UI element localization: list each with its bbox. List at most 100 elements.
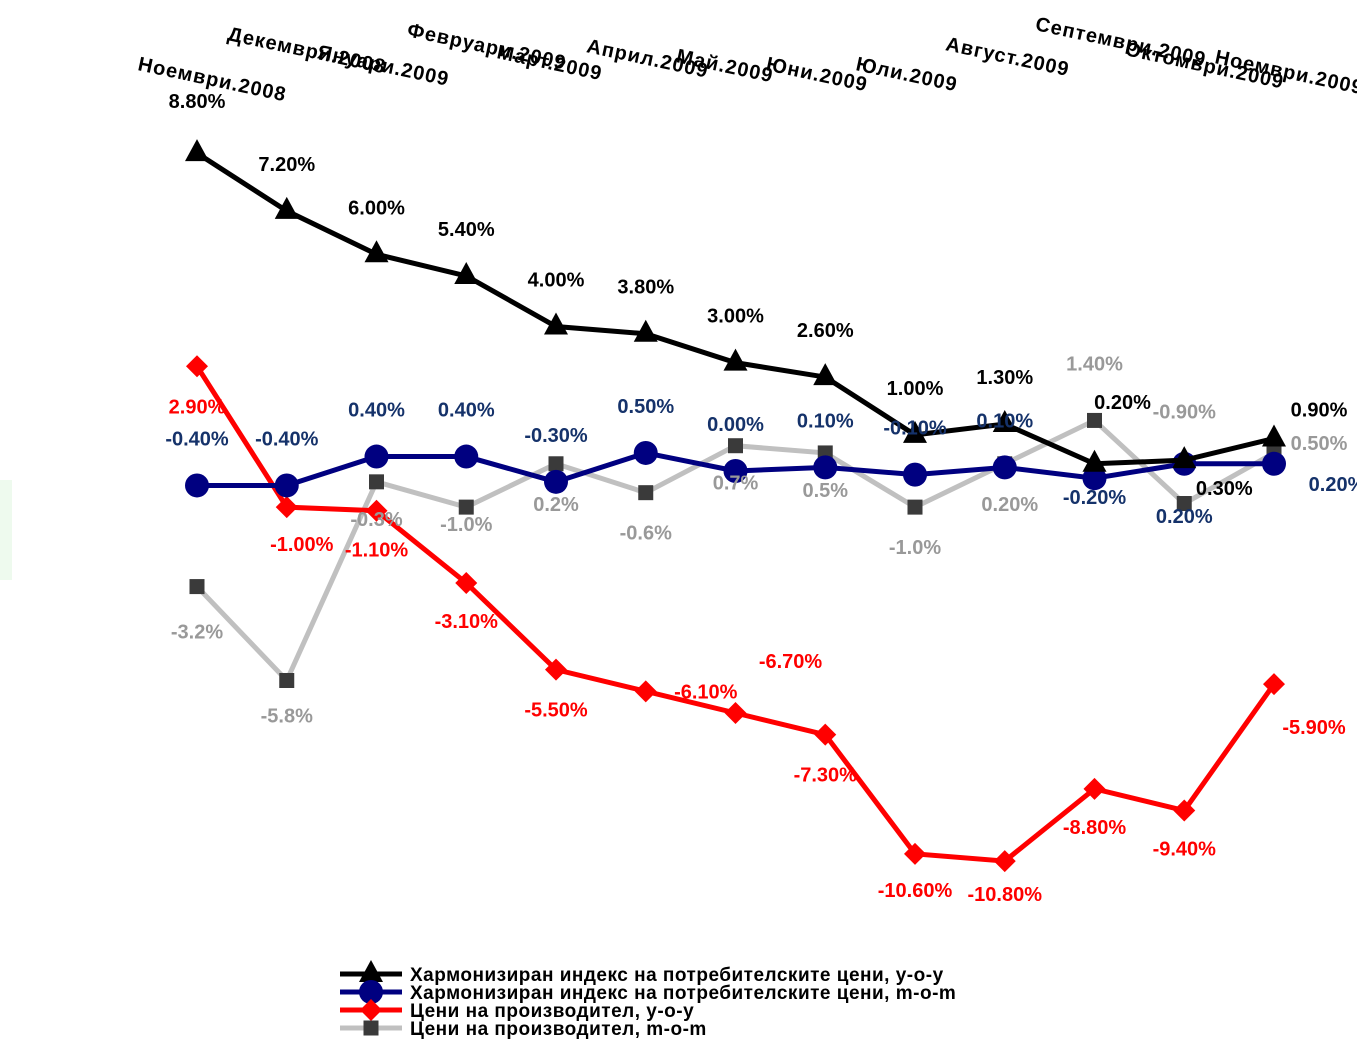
data-point [1173,799,1196,822]
data-label: 7.20% [258,154,315,176]
category-label: Януари.2009 [315,41,451,90]
series-layer [185,139,1286,873]
data-label: 1.00% [887,378,944,400]
data-label: -1.10% [345,540,409,562]
legend-label: Хармонизиран индекс на потребителските ц… [410,983,956,1004]
data-point [723,459,748,483]
data-point [1176,496,1192,512]
data-point [723,348,748,371]
data-label: -0.40% [165,428,229,450]
data-label: -6.70% [759,651,823,673]
data-label: 0.10% [976,410,1033,432]
data-label: 0.30% [1196,478,1253,500]
data-label: 0.50% [617,396,674,418]
data-label: -1.0% [440,514,492,536]
data-label: -9.40% [1153,839,1217,861]
data-point [903,420,927,443]
category-label: Август.2009 [944,33,1072,81]
data-point [992,410,1017,433]
data-point [1263,673,1285,696]
data-label: 2.60% [797,320,854,342]
data-label: -0.10% [883,418,947,440]
data-point [454,444,479,469]
data-point [454,261,479,284]
legend-item: Цени на производител, y-o-y [340,999,694,1022]
data-point [185,473,209,498]
data-point [186,355,208,378]
legend-marker [359,960,383,982]
data-point [1082,449,1107,472]
background-stripe [0,480,12,580]
data-label: -10.60% [878,880,953,902]
data-point [548,456,564,472]
data-point [992,455,1017,480]
data-label: -6.10% [674,681,738,703]
data-label: 0.40% [438,400,495,422]
data-label: -5.90% [1282,717,1346,739]
legend-label: Цени на производител, m-o-m [410,1019,707,1040]
data-point [458,499,474,515]
legend-item: Хармонизиран индекс на потребителските ц… [340,960,944,986]
data-label: 0.00% [707,414,764,436]
data-label: -8.80% [1063,817,1127,839]
data-label: 0.7% [713,473,759,495]
data-label: -0.20% [1063,487,1127,509]
data-point [724,702,747,725]
data-label: -5.8% [261,705,313,727]
data-point [364,240,389,263]
data-label: 2.90% [169,396,226,418]
legend-marker [363,1020,379,1036]
data-point [369,474,384,490]
data-point [993,850,1016,873]
data-label: 0.50% [1291,433,1348,455]
data-point [185,139,209,162]
data-point [814,723,837,746]
data-label: 3.80% [617,277,674,299]
data-point [633,319,658,342]
data-label: 0.90% [1291,399,1348,421]
data-label: 3.00% [707,306,764,328]
data-label: 5.40% [438,219,495,241]
data-label: 0.2% [533,494,579,516]
data-label: 0.20% [981,494,1038,516]
data-point [907,499,923,515]
series-0 [185,139,1286,472]
data-label: 0.10% [797,410,854,432]
data-point [728,438,743,454]
data-label: -5.50% [524,700,588,722]
data-point [1082,466,1107,491]
data-label: 6.00% [348,197,405,219]
data-point [544,312,568,335]
data-point [813,363,838,386]
data-label: 0.20% [1309,474,1357,496]
data-point [1262,451,1286,476]
data-label: 0.20% [1094,392,1151,414]
series-2 [186,355,1285,873]
data-label: 1.30% [976,367,1033,389]
data-point [633,440,658,465]
data-point [813,455,838,480]
category-labels: Ноември.2008Декември.2008Януари.2009Февр… [136,13,1357,106]
data-point [545,658,567,681]
data-point [455,571,478,594]
data-label: 8.80% [169,91,226,113]
data-label: -7.30% [794,765,858,787]
data-label: -3.10% [435,611,499,633]
data-label: -3.2% [171,622,223,644]
data-point [903,462,927,487]
data-point [1262,424,1286,447]
data-label: -0.30% [524,425,588,447]
data-label: 1.40% [1066,353,1123,375]
data-label: 0.20% [1156,506,1213,528]
data-point [1172,446,1197,469]
data-label: 0.40% [348,400,405,422]
data-point [364,444,389,469]
legend-item: Хармонизиран индекс на потребителските ц… [340,980,956,1004]
data-point [274,473,299,498]
legend-label: Хармонизиран индекс на потребителските ц… [410,965,944,986]
data-point [634,680,657,703]
data-point [275,496,298,519]
data-point [904,842,926,865]
data-label: 0.5% [802,480,848,502]
